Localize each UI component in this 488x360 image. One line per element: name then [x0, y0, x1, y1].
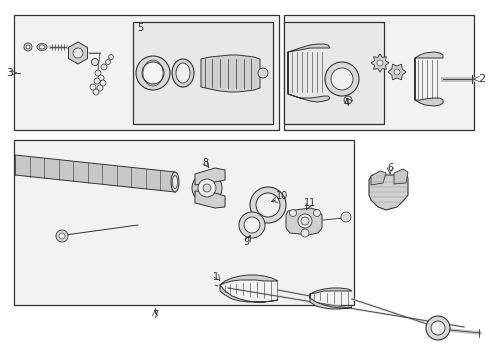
Circle shape: [142, 62, 163, 84]
Text: 9: 9: [243, 237, 248, 247]
Circle shape: [249, 187, 285, 223]
Circle shape: [90, 84, 96, 90]
Text: 4: 4: [343, 98, 349, 108]
Circle shape: [301, 217, 308, 225]
Text: 1: 1: [212, 272, 219, 282]
Circle shape: [244, 217, 260, 233]
Circle shape: [91, 58, 98, 66]
Circle shape: [430, 321, 444, 335]
Polygon shape: [195, 168, 224, 185]
Ellipse shape: [172, 59, 194, 87]
Circle shape: [258, 68, 267, 78]
Text: 3: 3: [6, 68, 14, 78]
Circle shape: [98, 75, 104, 81]
Text: 6: 6: [386, 163, 392, 173]
Circle shape: [330, 68, 352, 90]
Circle shape: [100, 80, 106, 86]
Polygon shape: [370, 54, 388, 72]
Ellipse shape: [39, 45, 45, 49]
Text: 8: 8: [202, 158, 207, 168]
Circle shape: [95, 70, 101, 76]
Circle shape: [343, 96, 351, 104]
Polygon shape: [387, 64, 405, 80]
Bar: [14, 140, 353, 305]
Polygon shape: [414, 52, 442, 106]
Polygon shape: [201, 55, 260, 92]
Circle shape: [425, 316, 449, 340]
Circle shape: [56, 230, 68, 242]
Ellipse shape: [176, 63, 190, 83]
Circle shape: [289, 210, 296, 216]
Polygon shape: [309, 288, 351, 309]
Circle shape: [97, 85, 103, 91]
Circle shape: [59, 233, 65, 239]
Circle shape: [376, 60, 382, 66]
Text: 10: 10: [275, 191, 287, 201]
Ellipse shape: [37, 44, 47, 50]
Polygon shape: [195, 191, 224, 208]
Circle shape: [313, 210, 320, 216]
Text: 5: 5: [137, 23, 143, 33]
Circle shape: [73, 48, 83, 58]
Polygon shape: [68, 42, 87, 64]
Circle shape: [101, 64, 107, 70]
Circle shape: [24, 43, 32, 51]
Circle shape: [297, 214, 311, 228]
Circle shape: [26, 45, 30, 49]
Polygon shape: [287, 44, 329, 102]
Circle shape: [94, 78, 100, 84]
Circle shape: [203, 184, 210, 192]
Circle shape: [192, 173, 222, 203]
Polygon shape: [220, 275, 278, 302]
Circle shape: [239, 212, 264, 238]
Circle shape: [340, 212, 350, 222]
Text: 7: 7: [152, 310, 158, 320]
Polygon shape: [370, 171, 385, 185]
Circle shape: [136, 56, 170, 90]
Ellipse shape: [172, 175, 177, 189]
Bar: [14, 15, 279, 130]
Text: 2: 2: [477, 74, 484, 84]
Polygon shape: [285, 208, 321, 235]
Circle shape: [108, 54, 113, 59]
Circle shape: [393, 69, 399, 75]
Bar: [284, 22, 383, 124]
Polygon shape: [368, 175, 407, 210]
Circle shape: [301, 229, 308, 237]
Polygon shape: [393, 169, 407, 184]
Circle shape: [256, 193, 280, 217]
Circle shape: [325, 62, 358, 96]
Circle shape: [93, 89, 99, 95]
Circle shape: [105, 59, 110, 64]
Bar: [284, 15, 473, 130]
Polygon shape: [15, 155, 175, 192]
Circle shape: [198, 179, 216, 197]
Bar: [133, 22, 272, 124]
Text: 11: 11: [303, 198, 315, 208]
Ellipse shape: [171, 172, 179, 192]
